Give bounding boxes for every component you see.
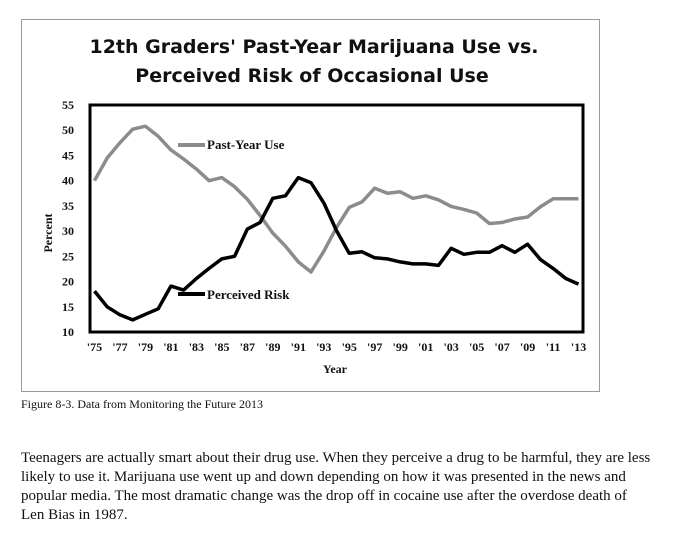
y-tick-label: 20 (62, 275, 74, 289)
x-tick-label: '83 (189, 340, 204, 354)
x-tick-label: '09 (520, 340, 535, 354)
y-tick-label: 50 (62, 123, 74, 137)
x-tick-label: '85 (214, 340, 229, 354)
body-paragraph: Teenagers are actually smart about their… (21, 450, 651, 523)
series-layer (92, 124, 580, 322)
y-axis-title: Percent (41, 213, 55, 252)
x-tick-label: '95 (342, 340, 357, 354)
figure-caption: Figure 8-3. Data from Monitoring the Fut… (21, 397, 263, 411)
y-tick-label: 55 (62, 98, 74, 112)
y-tick-label: 30 (62, 224, 74, 238)
x-axis-ticks: '75 '77 '79 '81 '83 '85 '87 '89 '91 '93 '95 '97 '99 '… (87, 340, 586, 354)
x-tick-label: '99 (393, 340, 408, 354)
x-tick-label: '91 (291, 340, 306, 354)
x-tick-label: '79 (138, 340, 153, 354)
y-axis-ticks: 10 15 20 25 30 35 40 45 50 55 (62, 98, 74, 339)
y-tick-label: 15 (62, 300, 74, 314)
chart: 12th Graders' Past-Year Marijuana Use vs… (41, 36, 586, 376)
legend: Past-Year Use Perceived Risk (178, 137, 290, 302)
legend-label-past-year-use: Past-Year Use (207, 137, 285, 152)
chart-title-line-2: Perceived Risk of Occasional Use (135, 65, 488, 87)
y-tick-label: 45 (62, 148, 74, 162)
x-tick-label: '03 (443, 340, 458, 354)
x-tick-label: '77 (112, 340, 127, 354)
x-tick-label: '07 (494, 340, 509, 354)
x-tick-label: '05 (469, 340, 484, 354)
x-tick-label: '01 (418, 340, 433, 354)
series-line-perceived-risk (93, 175, 580, 322)
y-tick-label: 35 (62, 199, 74, 213)
x-tick-label: '87 (240, 340, 255, 354)
y-tick-label: 25 (62, 249, 74, 263)
x-tick-label: '81 (163, 340, 178, 354)
plot-area-border (88, 103, 585, 334)
y-tick-label: 10 (62, 325, 74, 339)
x-axis-title: Year (323, 362, 348, 376)
legend-label-perceived-risk: Perceived Risk (207, 287, 290, 302)
y-tick-label: 40 (62, 174, 74, 188)
x-tick-label: '97 (367, 340, 382, 354)
x-tick-label: '75 (87, 340, 102, 354)
x-tick-label: '89 (265, 340, 280, 354)
chart-title-line-1: 12th Graders' Past-Year Marijuana Use vs… (89, 36, 538, 58)
series-line-past-year-use (92, 124, 579, 274)
chart-frame: 12th Graders' Past-Year Marijuana Use vs… (21, 19, 600, 392)
x-tick-label: '93 (316, 340, 331, 354)
x-tick-label: '11 (546, 340, 561, 354)
x-tick-label: '13 (571, 340, 586, 354)
